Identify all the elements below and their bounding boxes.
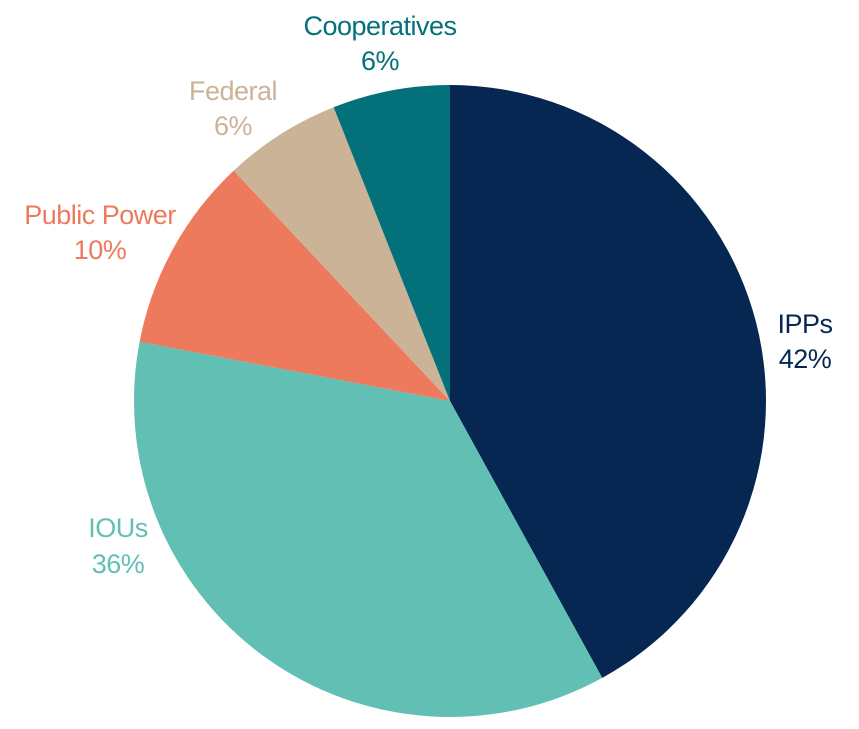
slice-label-public-power: Public Power (24, 200, 176, 230)
slice-value-public-power: 10% (74, 235, 127, 265)
slice-value-ipps: 42% (779, 344, 832, 374)
pie-slice-federal (233, 107, 450, 401)
pie-slice-ipps (450, 85, 766, 678)
slice-label-cooperatives: Cooperatives (303, 11, 456, 41)
slice-value-federal: 6% (214, 111, 253, 141)
pie-labels: IPPs 42% IOUs 36% Public Power 10% Federal 6% Co… (24, 11, 833, 579)
pie-slice-ious (134, 341, 603, 717)
slice-label-ious: IOUs (88, 513, 148, 543)
slice-value-ious: 36% (92, 549, 145, 579)
pie-slice-cooperatives (333, 85, 450, 401)
slice-label-federal: Federal (189, 76, 277, 106)
pie-slice-public-power (139, 170, 450, 401)
pie-slices (134, 85, 766, 717)
slice-label-ipps: IPPs (777, 309, 832, 339)
slice-value-cooperatives: 6% (361, 46, 400, 76)
